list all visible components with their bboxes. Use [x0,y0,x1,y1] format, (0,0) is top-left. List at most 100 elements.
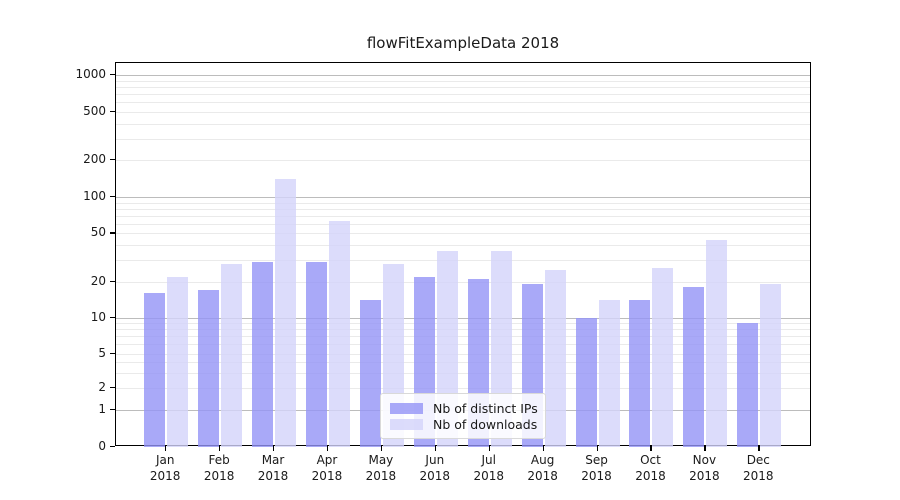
gridline-minor-700 [116,93,810,95]
x-tick-year-feb: 2018 [203,469,235,483]
gridline-minor-3 [116,372,810,374]
y-tick-mark-1 [110,409,115,411]
y-tick-mark-5 [110,352,115,354]
gridline-minor-6 [116,344,810,346]
bar-distinct-ips-jan [144,293,166,447]
bar-downloads-oct [652,267,674,447]
gridline-minor-500 [116,111,810,113]
x-tick-year-jun: 2018 [419,469,451,483]
gridline-minor-50 [116,233,810,235]
gridline-minor-90 [116,202,810,204]
x-tick-year-dec: 2018 [743,469,774,483]
y-tick-label-5: 5 [98,345,106,360]
x-tick-month-mar: Mar [261,453,285,467]
x-tick-mark-feb [219,446,221,451]
x-tick-month-jun: Jun [425,453,445,467]
bar-distinct-ips-nov [683,287,705,447]
x-tick-label-mar: Mar 2018 [243,452,303,484]
x-tick-month-apr: Apr [316,453,338,467]
y-tick-label-50: 50 [90,225,106,240]
x-tick-label-feb: Feb 2018 [189,452,249,484]
x-tick-year-jul: 2018 [473,469,504,483]
y-tick-mark-20 [110,280,115,282]
x-tick-mark-aug [542,446,544,451]
x-tick-label-jul: Jul 2018 [459,452,519,484]
bar-downloads-aug [544,269,566,447]
bar-downloads-feb [221,263,243,447]
legend: Nb of distinct IPs Nb of downloads [380,393,546,439]
y-tick-mark-2 [110,387,115,389]
y-tick-label-20: 20 [90,273,106,288]
x-tick-label-may: May 2018 [351,452,411,484]
gridline-major-10 [116,318,810,319]
gridline-minor-40 [116,245,810,247]
bar-distinct-ips-feb [198,290,220,447]
chart-title: flowFitExampleData 2018 [366,34,560,52]
x-tick-mark-may [380,446,383,451]
x-tick-mark-mar [273,446,275,451]
gridline-minor-5 [116,353,810,355]
legend-swatch-downloads [390,418,423,430]
gridline-minor-600 [116,102,810,104]
legend-label-distinct-ips: Nb of distinct IPs [433,400,538,416]
x-tick-label-jun: Jun 2018 [405,452,465,484]
bar-distinct-ips-dec [737,323,759,447]
x-tick-year-mar: 2018 [257,469,289,483]
plot-area: Nb of distinct IPs Nb of downloads [115,62,811,447]
bar-distinct-ips-may [359,300,381,447]
y-tick-mark-1000 [110,74,115,76]
gridline-minor-800 [116,86,810,88]
legend-row-downloads: Nb of downloads [390,416,538,432]
y-tick-label-0: 0 [98,439,106,453]
bar-downloads-dec [760,284,782,447]
x-tick-label-nov: Nov 2018 [674,452,734,484]
x-tick-mark-nov [704,446,706,451]
x-tick-month-may: May [368,453,394,467]
x-tick-label-jan: Jan 2018 [135,452,195,484]
gridline-minor-20 [116,281,810,283]
legend-label-downloads: Nb of downloads [433,416,538,432]
x-tick-mark-jul [488,446,490,451]
x-tick-label-aug: Aug 2018 [513,452,573,484]
x-tick-mark-dec [758,446,760,451]
gridline-major-100 [116,197,810,198]
x-tick-mark-sep [596,446,598,451]
legend-row-distinct-ips: Nb of distinct IPs [390,400,538,416]
x-tick-month-nov: Nov [692,453,717,467]
bar-distinct-ips-mar [252,262,274,447]
bar-downloads-apr [328,221,350,447]
x-tick-month-jan: Jan [155,453,175,467]
y-tick-label-200: 200 [83,152,106,167]
y-tick-label-2: 2 [98,380,106,394]
x-tick-mark-jan [165,446,167,451]
y-tick-label-1: 1 [98,402,106,416]
y-tick-mark-200 [110,159,115,161]
gridline-minor-80 [116,208,810,210]
gridline-minor-70 [116,215,810,217]
bar-distinct-ips-oct [629,300,651,447]
gridline-minor-2 [116,388,810,389]
y-tick-label-100: 100 [83,189,106,203]
bar-downloads-jan [167,276,189,447]
y-tick-mark-10 [110,317,115,319]
x-tick-mark-jun [434,446,436,451]
x-tick-label-apr: Apr 2018 [297,452,357,484]
gridline-major-1000 [116,75,810,76]
x-tick-month-sep: Sep [585,453,608,467]
gridline-minor-9 [116,323,810,325]
x-tick-year-nov: 2018 [689,469,720,483]
y-tick-mark-500 [110,110,115,112]
x-tick-year-jan: 2018 [149,469,181,483]
x-tick-label-sep: Sep 2018 [567,452,627,484]
x-tick-month-dec: Dec [746,453,770,467]
gridline-minor-8 [116,329,810,331]
y-tick-label-10: 10 [90,310,106,324]
x-tick-mark-oct [650,446,652,451]
gridline-minor-4 [116,361,810,363]
gridline-minor-200 [116,160,810,162]
bar-distinct-ips-apr [305,262,327,447]
y-tick-mark-0 [110,446,115,448]
x-tick-year-oct: 2018 [635,469,666,483]
y-tick-mark-100 [110,196,115,198]
y-tick-mark-50 [110,232,115,234]
